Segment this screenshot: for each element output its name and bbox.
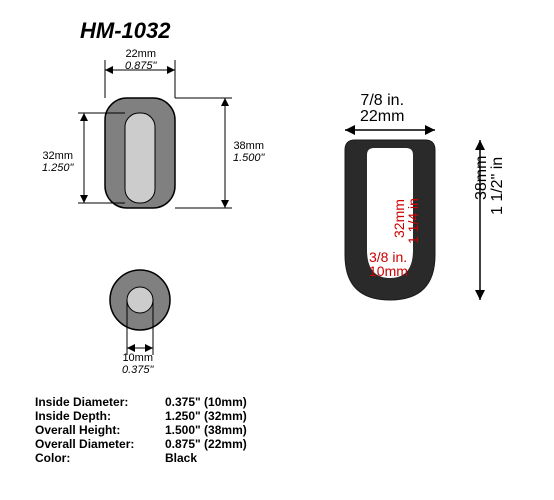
right-outer-dim-mm: 38mm — [474, 156, 490, 200]
right-drawing — [320, 100, 540, 320]
left-right-dim: 38mm 1.500" — [233, 140, 264, 164]
left-bottom-dim: 10mm 0.375" — [122, 352, 153, 376]
right-inner-width-mm: 10mm — [369, 264, 408, 278]
right-outer-dim-in: 1 1/2" in — [490, 157, 506, 215]
spec-key: Inside Depth: — [35, 409, 165, 423]
left-right-dim-mm: 38mm — [233, 140, 264, 152]
right-inner-width-dim: 3/8 in. 10mm — [369, 250, 408, 278]
left-left-dim-in: 1.250" — [42, 162, 73, 174]
right-top-dim-mm: 22mm — [360, 109, 404, 125]
right-inner-height-dim-in-wrap: 1 1/4 in — [406, 198, 420, 244]
left-top-dim-in: 0.875" — [125, 60, 156, 72]
spec-row: Overall Diameter: 0.875" (22mm) — [35, 437, 247, 451]
left-left-dim-mm: 32mm — [42, 150, 73, 162]
spec-val: 0.875" (22mm) — [165, 437, 247, 451]
left-top-dim-mm: 22mm — [125, 48, 156, 60]
spec-row: Inside Diameter: 0.375" (10mm) — [35, 395, 247, 409]
spec-row: Color: Black — [35, 451, 247, 465]
right-top-dim: 7/8 in. 22mm — [360, 93, 404, 125]
spec-key: Inside Diameter: — [35, 395, 165, 409]
spec-val: Black — [165, 451, 197, 465]
spec-val: 1.250" (32mm) — [165, 409, 247, 423]
left-bottom-dim-mm: 10mm — [122, 352, 153, 364]
spec-table: Inside Diameter: 0.375" (10mm) Inside De… — [35, 395, 247, 465]
spec-key: Color: — [35, 451, 165, 465]
spec-key: Overall Diameter: — [35, 437, 165, 451]
left-bottom-dim-in: 0.375" — [122, 364, 153, 376]
left-top-dim: 22mm 0.875" — [125, 48, 156, 72]
right-top-dim-in: 7/8 in. — [360, 93, 404, 109]
right-inner-width-in: 3/8 in. — [369, 250, 408, 264]
spec-row: Overall Height: 1.500" (38mm) — [35, 423, 247, 437]
spec-key: Overall Height: — [35, 423, 165, 437]
spec-row: Inside Depth: 1.250" (32mm) — [35, 409, 247, 423]
right-outer-dim-in-wrap: 1 1/2" in — [490, 157, 506, 215]
spec-val: 1.500" (38mm) — [165, 423, 247, 437]
left-right-dim-in: 1.500" — [233, 152, 264, 164]
spec-val: 0.375" (10mm) — [165, 395, 247, 409]
right-outer-dim: 38mm — [474, 156, 490, 200]
left-left-dim: 32mm 1.250" — [42, 150, 73, 174]
right-inner-height-mm: 32mm — [392, 199, 406, 238]
part-title: HM-1032 — [80, 18, 170, 44]
right-inner-height-in: 1 1/4 in — [406, 198, 420, 244]
right-inner-height-dim: 32mm — [392, 199, 406, 238]
